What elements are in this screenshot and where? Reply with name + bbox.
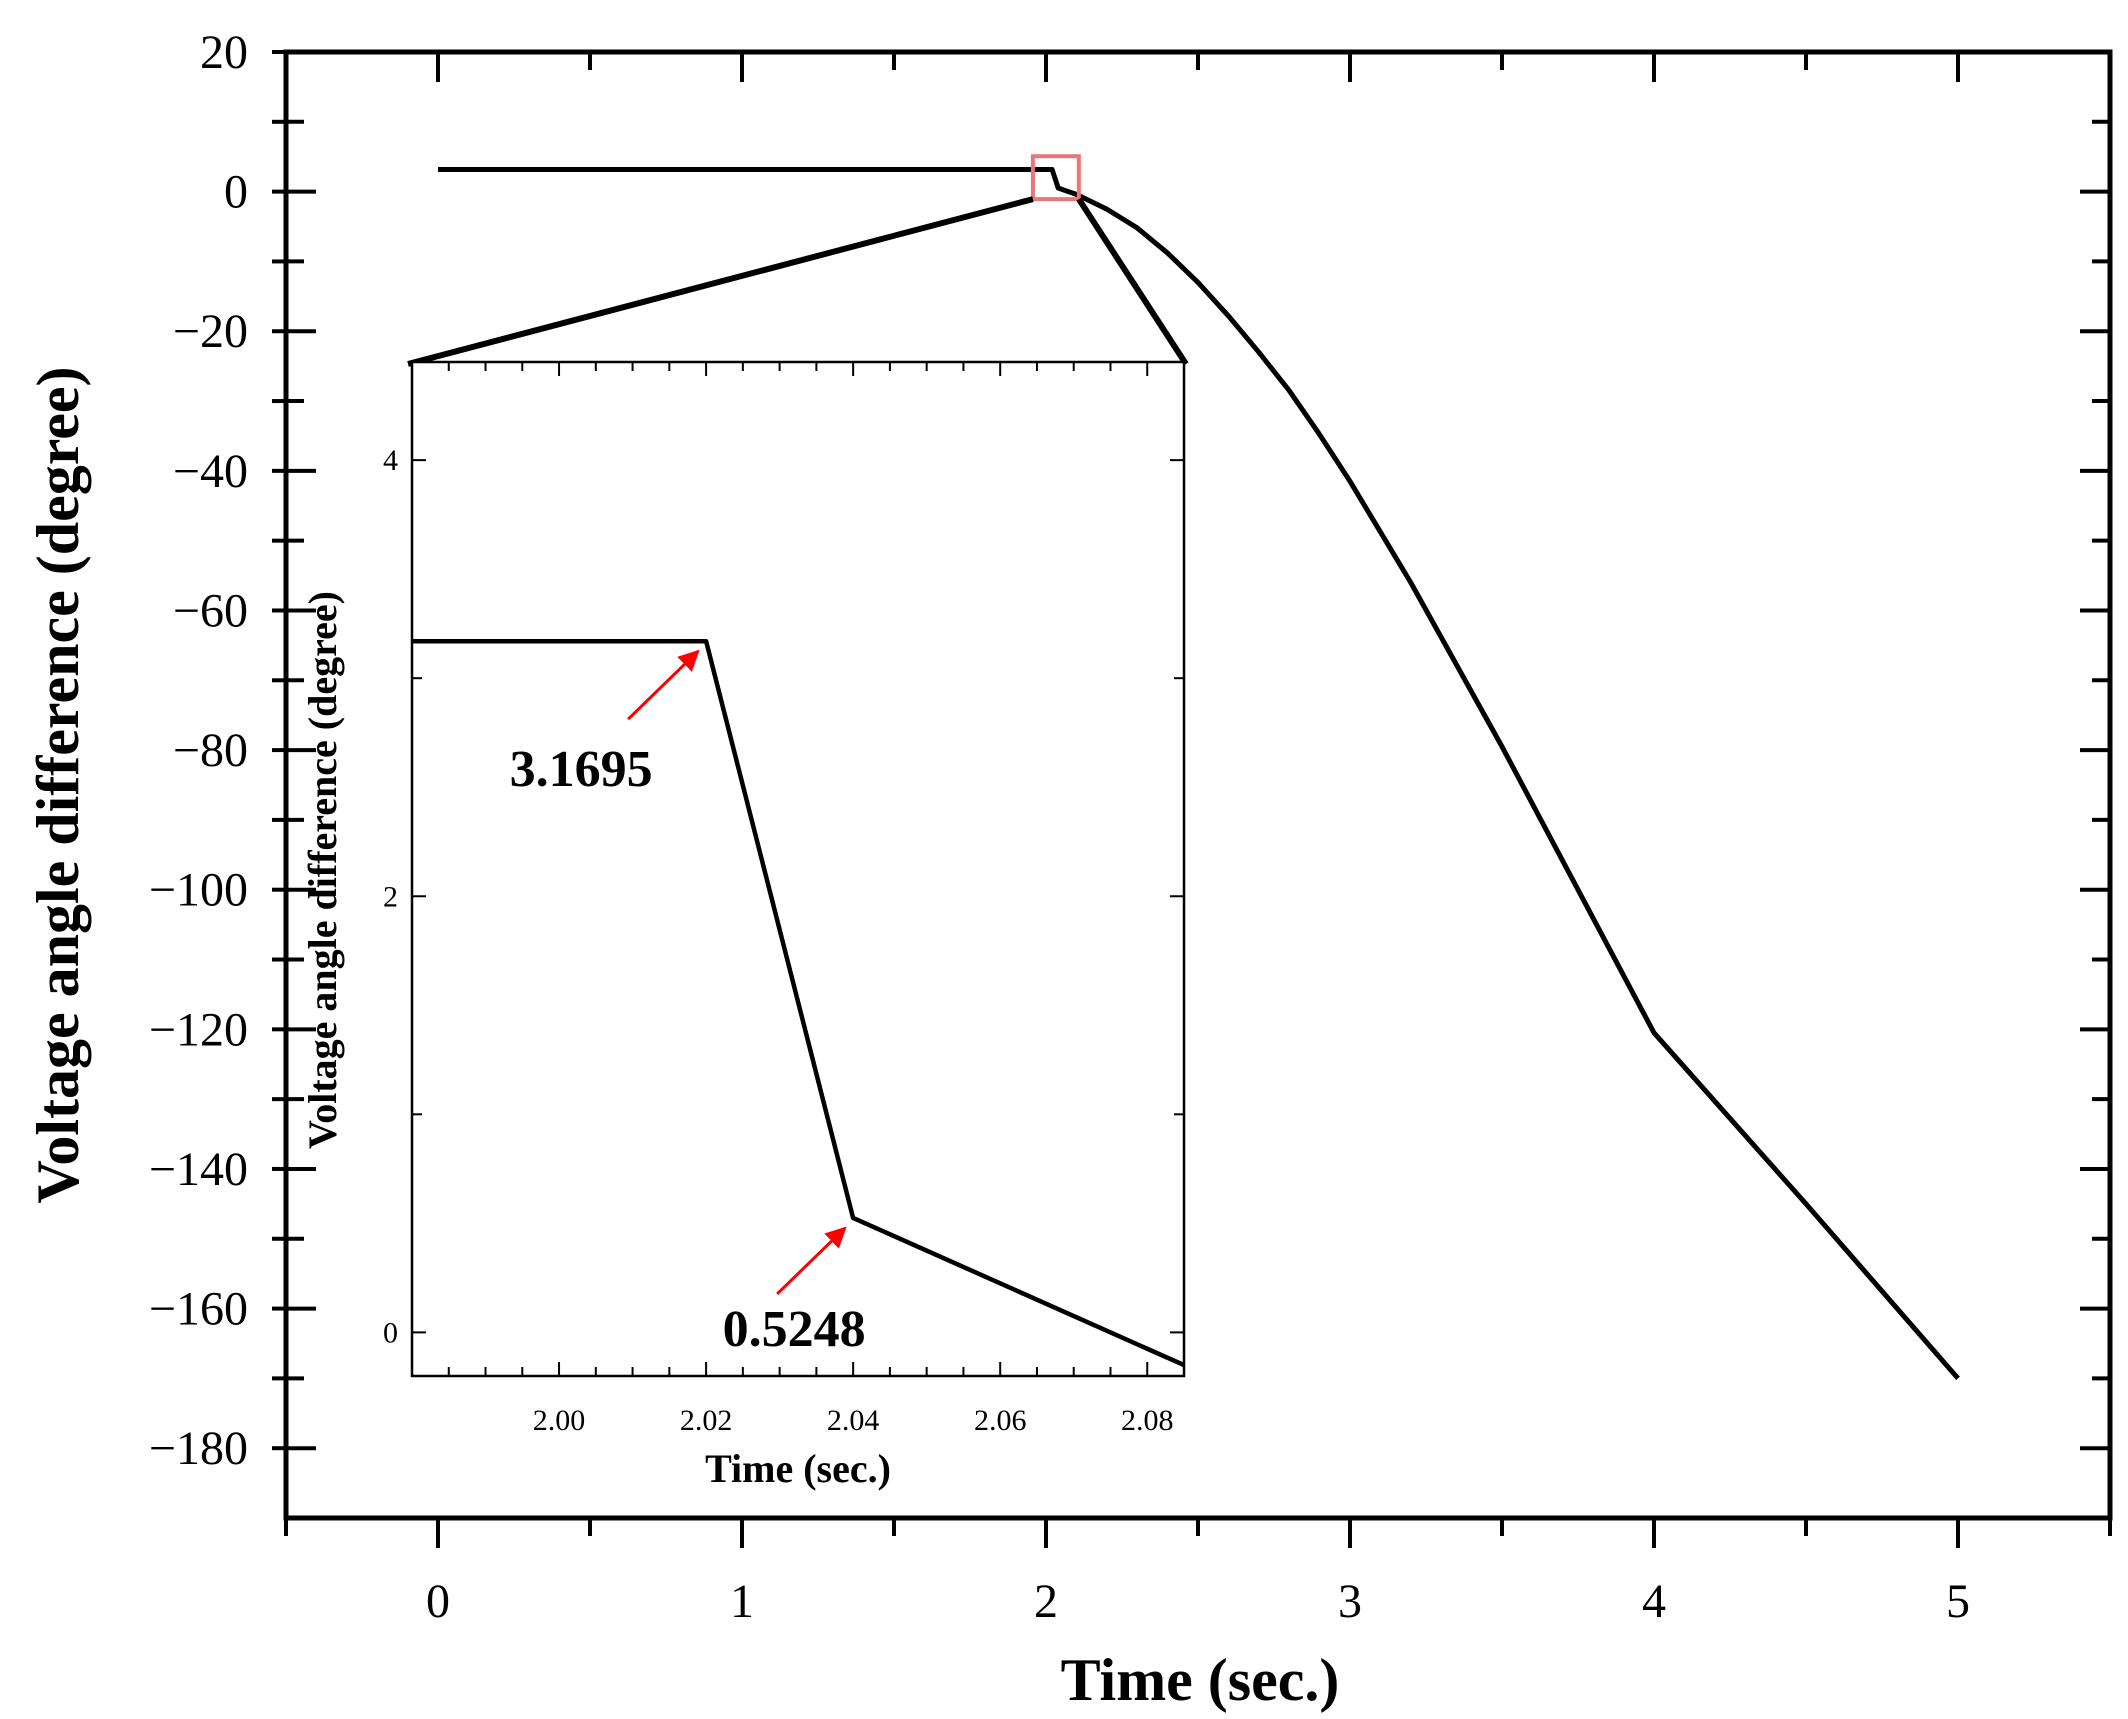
inset-chart: 0 2 4 2.00 2.02 2.04 2.06 2.08 3.1695 0.5248 T… <box>300 360 1186 1491</box>
main-x-axis-label: Time (sec.) <box>1061 1647 1340 1713</box>
inset-y-tick-labels: 0 2 4 <box>383 444 398 1349</box>
annotation-label-3.1695: 3.1695 <box>510 741 653 798</box>
inset-series-line <box>412 638 1185 1368</box>
main-x-tick-label: 4 <box>1642 1575 1666 1628</box>
main-y-tick-label: −60 <box>173 584 248 637</box>
inset-y-ticks <box>412 459 1184 1334</box>
main-y-tick-label: −140 <box>149 1143 248 1196</box>
inset-y-tick-label: 0 <box>383 1316 398 1349</box>
main-x-tick-label: 5 <box>1946 1575 1970 1628</box>
main-x-tick-label: 0 <box>426 1575 450 1628</box>
main-x-ticks <box>284 52 2112 1548</box>
inset-y-tick-label: 4 <box>383 444 398 477</box>
inset-x-axis-label: Time (sec.) <box>705 1446 891 1491</box>
main-x-tick-label: 3 <box>1338 1575 1362 1628</box>
inset-plot-frame <box>410 360 1186 1378</box>
main-y-ticks <box>272 50 2110 1451</box>
main-x-tick-label: 1 <box>730 1575 754 1628</box>
main-y-tick-label: 0 <box>224 166 248 219</box>
main-y-tick-labels: 20 0 −20 −40 −60 −80 −100 −120 −140 −160 −180 <box>149 26 248 1475</box>
annotation-arrow-0.5248 <box>776 1226 847 1296</box>
annotation-label-0.5248: 0.5248 <box>723 1301 866 1358</box>
inset-x-tick-label: 2.02 <box>680 1404 733 1437</box>
inset-x-tick-label: 2.08 <box>1121 1404 1174 1437</box>
zoom-connector-right <box>1076 197 1189 366</box>
main-y-tick-label: −100 <box>149 864 248 917</box>
main-y-tick-label: −120 <box>149 1003 248 1056</box>
main-y-tick-label: −20 <box>173 305 248 358</box>
main-y-tick-label: −160 <box>149 1283 248 1336</box>
main-y-tick-label: 20 <box>200 26 248 79</box>
annotation-arrow-3.1695 <box>627 649 700 721</box>
main-y-tick-label: −40 <box>173 445 248 498</box>
main-x-tick-label: 2 <box>1034 1575 1058 1628</box>
main-series-line <box>438 167 1960 1381</box>
inset-y-axis-label: Voltage angle difference (degree) <box>300 591 345 1149</box>
main-y-axis-label: Voltage angle difference (degree) <box>25 367 91 1204</box>
inset-x-tick-label: 2.00 <box>533 1404 586 1437</box>
zoom-region-box <box>1030 154 1081 202</box>
inset-y-tick-label: 2 <box>383 880 398 913</box>
main-y-tick-label: −180 <box>149 1422 248 1475</box>
inset-x-ticks <box>447 362 1185 1376</box>
inset-x-tick-labels: 2.00 2.02 2.04 2.06 2.08 <box>533 1404 1174 1437</box>
zoom-connector-left <box>407 196 1034 367</box>
inset-x-tick-label: 2.04 <box>827 1404 880 1437</box>
main-y-tick-label: −80 <box>173 724 248 777</box>
inset-x-tick-label: 2.06 <box>974 1404 1027 1437</box>
main-x-tick-labels: 0 1 2 3 4 5 <box>426 1575 1970 1628</box>
